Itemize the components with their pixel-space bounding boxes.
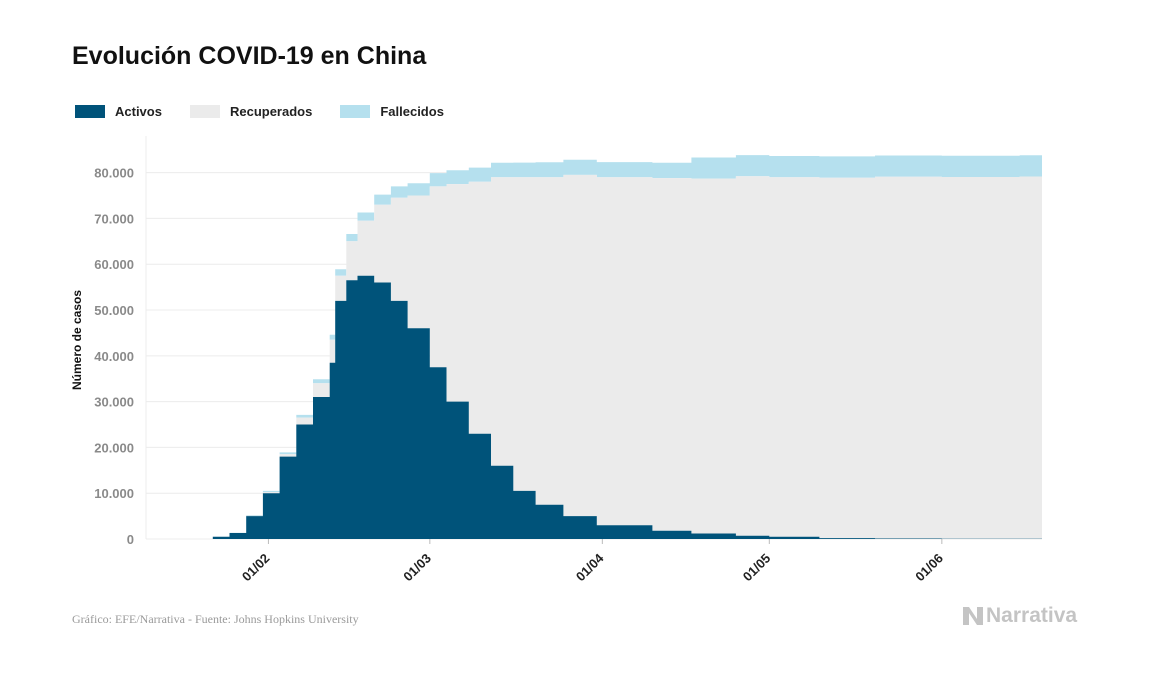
x-tick-label-4: 01/06 — [912, 551, 946, 585]
legend-label-recuperados: Recuperados — [229, 104, 313, 119]
x-tick-label-2: 01/04 — [573, 550, 607, 584]
legend-item-recuperados: Recuperados — [189, 104, 313, 119]
legend-swatch-fallecidos — [340, 105, 371, 118]
x-tick-label-0: 01/02 — [239, 551, 273, 585]
legend-item-fallecidos: Fallecidos — [340, 104, 444, 119]
y-tick-label-5: 50.000 — [94, 303, 134, 318]
source-credit: Gráfico: EFE/Narrativa - Fuente: Johns H… — [72, 612, 359, 626]
y-tick-label-7: 70.000 — [94, 211, 134, 226]
chart-title: Evolución COVID-19 en China — [72, 42, 427, 70]
x-tick-label-1: 01/03 — [400, 551, 434, 585]
y-tick-label-6: 60.000 — [94, 257, 134, 272]
y-tick-label-1: 10.000 — [94, 486, 134, 501]
y-tick-label-2: 20.000 — [94, 440, 134, 455]
narrativa-logo: Narrativa — [963, 604, 1077, 628]
legend-swatch-recuperados — [189, 105, 220, 118]
y-tick-label-8: 80.000 — [94, 166, 134, 181]
legend-label-fallecidos: Fallecidos — [380, 104, 444, 119]
narrativa-logo-text: Narrativa — [986, 604, 1078, 627]
y-tick-label-0: 0 — [127, 532, 134, 547]
narrativa-logo-icon — [963, 607, 983, 625]
stacked-areas — [212, 155, 1043, 539]
x-axis: 01/02 01/03 01/04 01/05 01/06 — [239, 539, 946, 584]
y-tick-label-3: 30.000 — [94, 395, 134, 410]
y-tick-label-4: 40.000 — [94, 349, 134, 364]
chart-legend: Activos Recuperados Fallecidos — [75, 104, 472, 119]
legend-swatch-activos — [75, 105, 105, 118]
y-axis: 0 10.000 20.000 30.000 40.000 50.000 60.000 70.… — [94, 166, 134, 547]
area-activos — [212, 275, 1043, 539]
legend-label-activos: Activos — [115, 104, 162, 119]
x-tick-label-3: 01/05 — [740, 551, 774, 585]
y-axis-title: Número de casos — [70, 290, 84, 390]
area-recuperados — [212, 174, 1043, 539]
legend-item-activos: Activos — [75, 104, 162, 119]
